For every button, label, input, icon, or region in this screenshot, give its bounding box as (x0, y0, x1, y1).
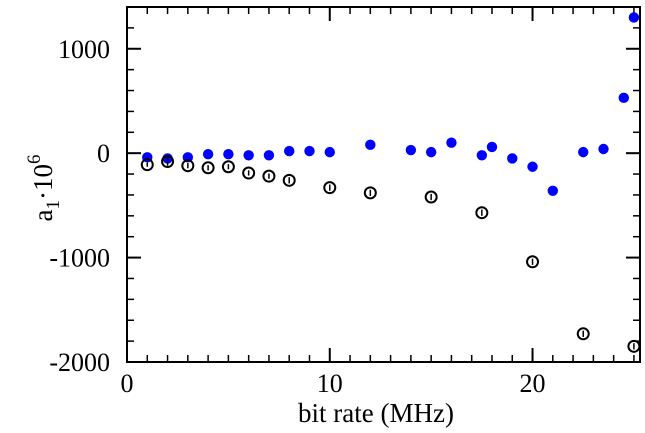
data-point-filled (598, 143, 609, 155)
data-point-filled (628, 12, 640, 23)
data-point-filled (486, 141, 498, 153)
data-point-filled (446, 137, 457, 148)
data-point-open (201, 161, 215, 175)
data-point-filled (618, 92, 629, 104)
data-point-filled (263, 150, 275, 161)
data-point-open (323, 181, 337, 195)
data-point-filled (202, 149, 214, 160)
y-axis-title: a1·106 (24, 155, 64, 222)
x-tick-label: 0 (121, 369, 134, 398)
data-point-filled (476, 150, 488, 161)
data-point-filled (507, 153, 518, 164)
data-point-open (475, 206, 489, 220)
tick-labels: 0 10 20 -2000 -1000 0 1000 (49, 35, 545, 398)
data-point-filled (223, 149, 234, 160)
data-point-open (526, 255, 540, 269)
minor-ticks (127, 6, 640, 362)
data-point-open (242, 166, 256, 180)
data-point-open (363, 186, 377, 200)
data-point-filled (324, 146, 335, 158)
plot-frame (126, 6, 641, 363)
data-point-open (221, 160, 235, 174)
data-point-open (282, 173, 296, 187)
y-tick-label: 1000 (58, 35, 110, 64)
data-point-filled (578, 146, 589, 158)
y-axis-title-sub: 1 (43, 200, 64, 210)
y-axis-title-sup: 6 (24, 155, 45, 165)
y-axis-title-rest: ·10 (28, 164, 58, 200)
data-point-filled (284, 145, 295, 157)
series-layer (140, 12, 641, 353)
series-2 (140, 155, 641, 353)
x-tick-label: 20 (520, 369, 546, 398)
data-point-open (140, 158, 154, 172)
data-point-filled (405, 144, 417, 156)
data-point-open (161, 155, 175, 169)
y-tick-label: 0 (97, 139, 110, 168)
y-axis-title-main: a (28, 209, 58, 221)
y-tick-label: -1000 (49, 244, 110, 273)
major-ticks (126, 7, 640, 363)
x-axis-title: bit rate (MHz) (298, 398, 454, 428)
data-point-open (424, 190, 438, 204)
y-tick-label: -2000 (49, 348, 110, 377)
data-point-filled (547, 185, 559, 196)
data-point-filled (365, 139, 376, 151)
data-point-filled (425, 146, 437, 158)
data-point-filled (304, 145, 315, 157)
x-tick-label: 10 (317, 369, 343, 398)
data-point-filled (527, 161, 538, 172)
data-point-open (262, 169, 276, 183)
series-1 (142, 12, 640, 196)
data-point-open (576, 327, 590, 341)
data-point-open (181, 159, 195, 173)
data-point-filled (243, 150, 254, 161)
